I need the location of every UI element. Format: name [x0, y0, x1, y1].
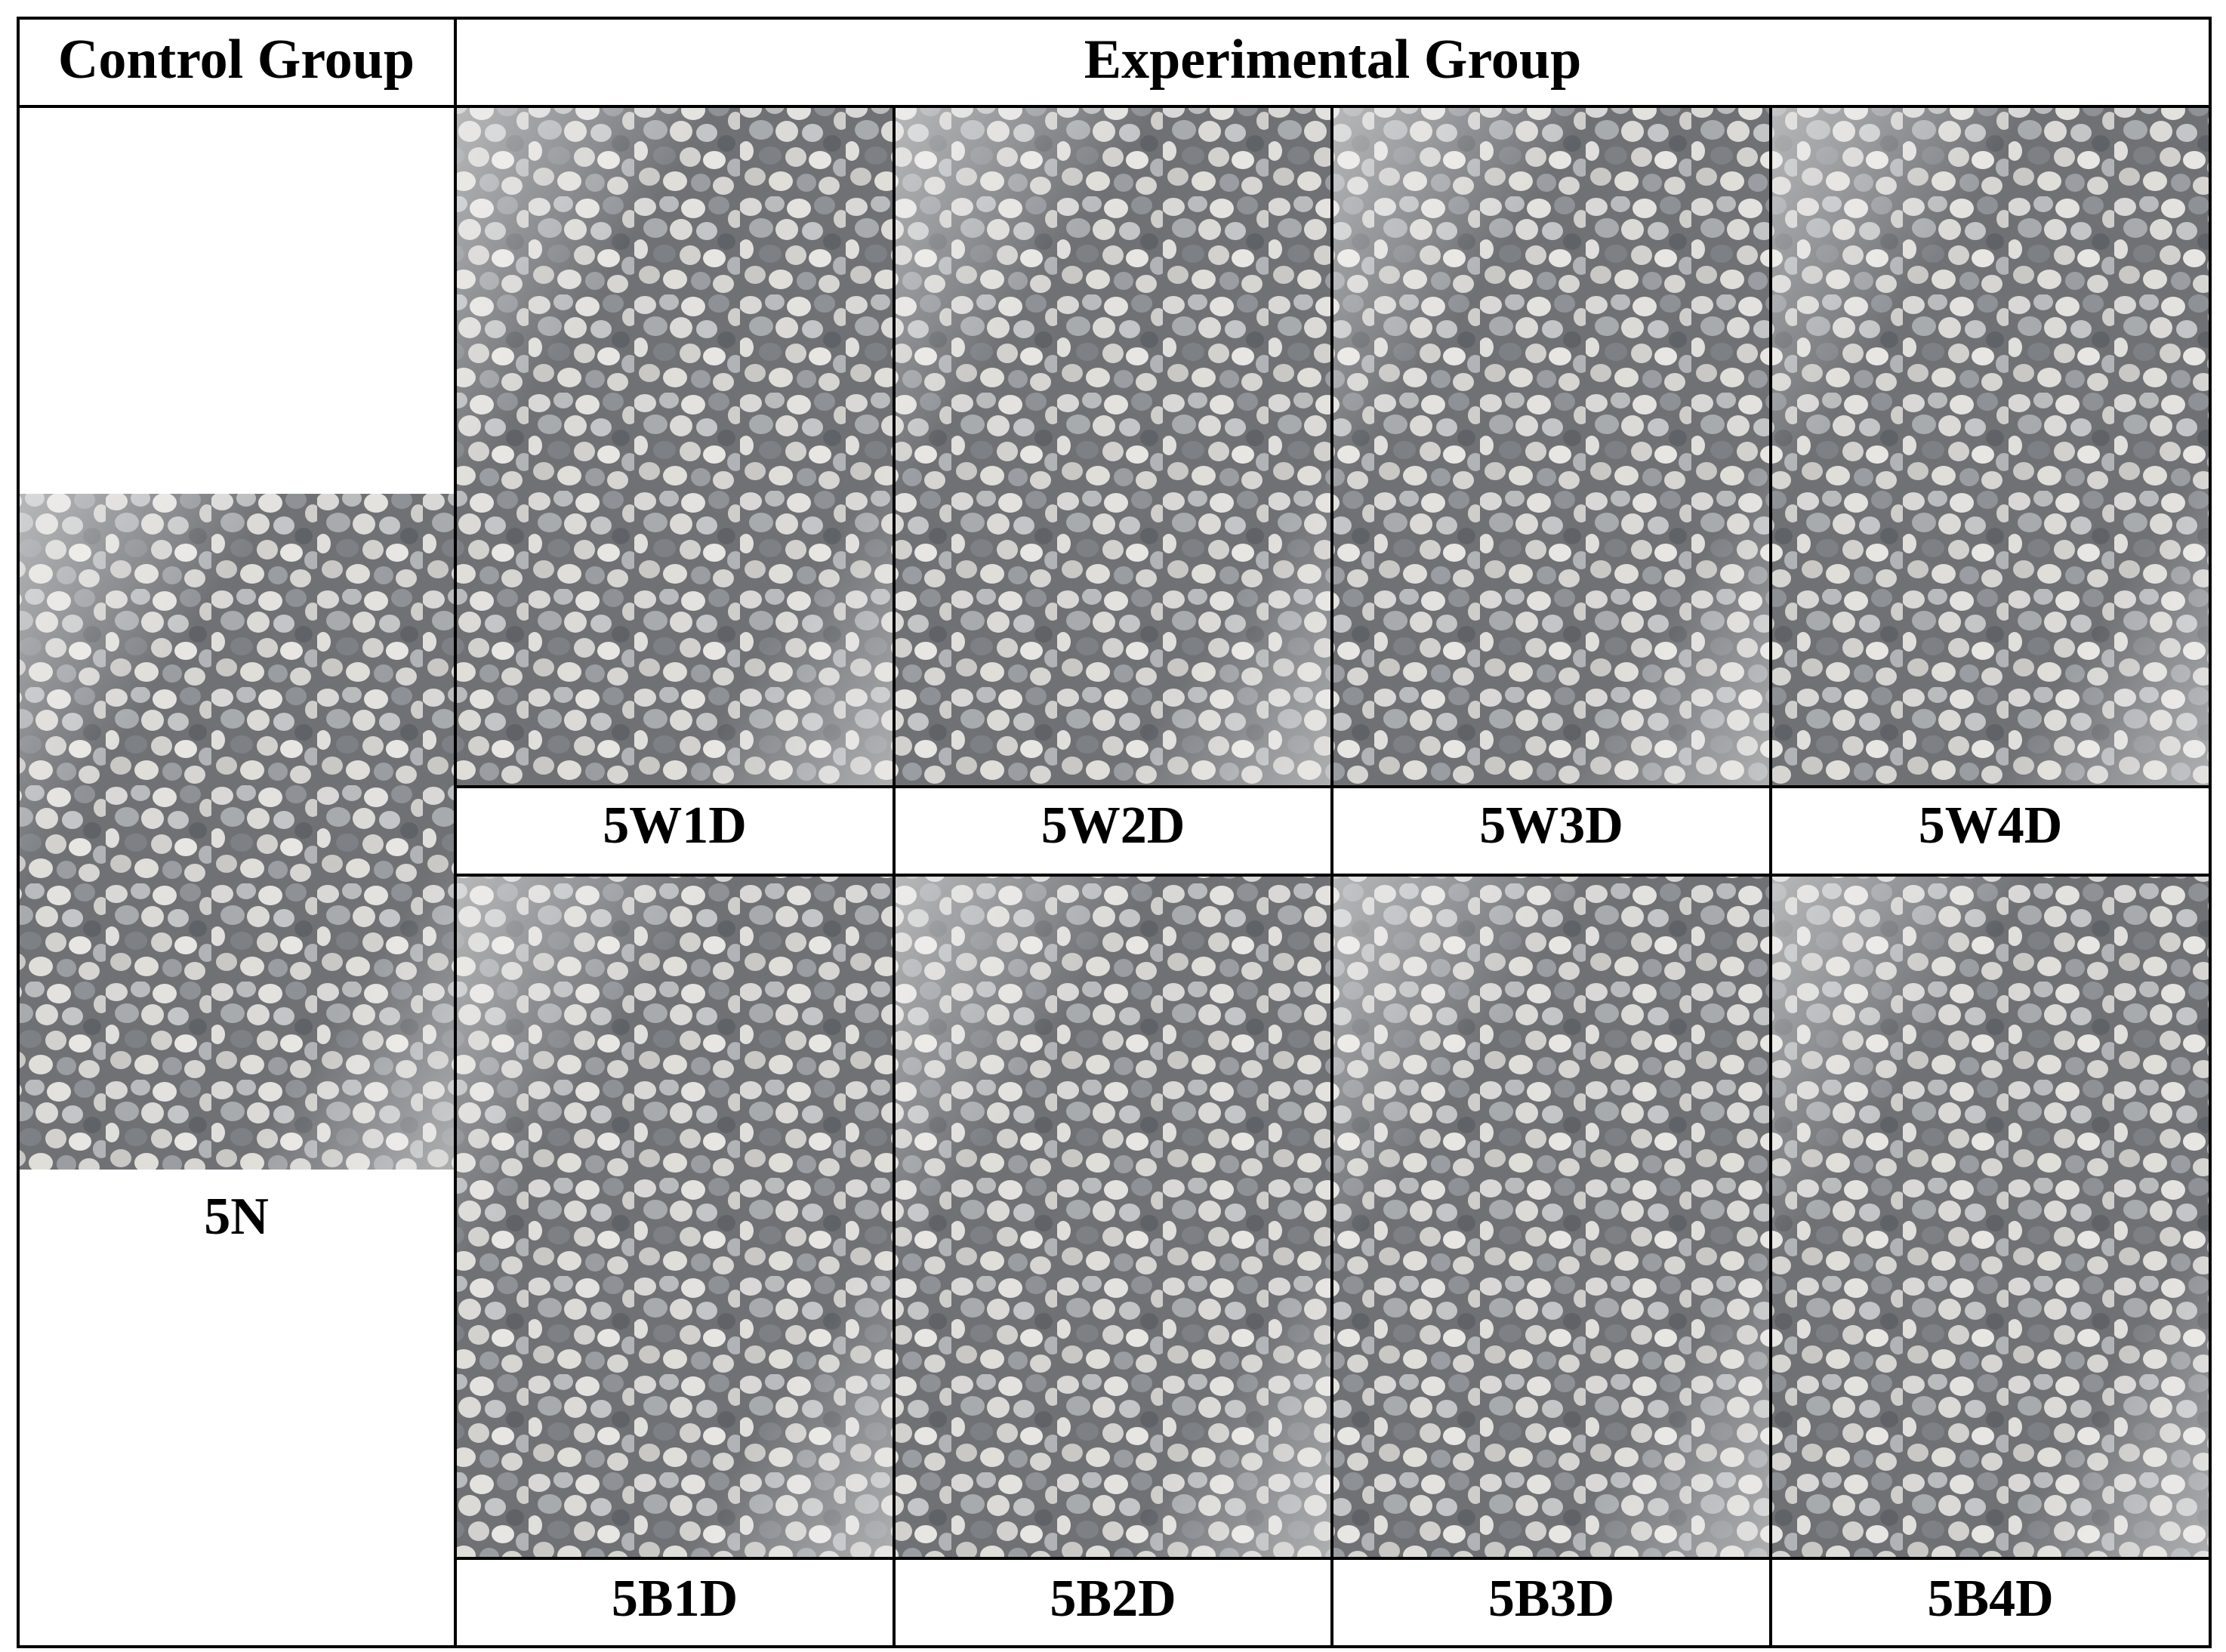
photo-grid	[455, 106, 2210, 1558]
photo-bag	[455, 875, 894, 1558]
sample-label: 5B3D	[1488, 1570, 1614, 1628]
photo-bag	[455, 106, 894, 787]
sample-label: 5W3D	[1479, 797, 1623, 855]
photo-bag	[1771, 106, 2210, 787]
sample-label: 5W2D	[1041, 797, 1185, 855]
photo-bag	[894, 106, 1332, 787]
sample-label: 5B1D	[612, 1570, 738, 1628]
photo-bag	[1332, 875, 1771, 1558]
table-border	[17, 17, 2212, 1648]
sample-label: 5W1D	[603, 797, 747, 855]
header-control: Control Group	[58, 29, 415, 91]
photo-bag	[894, 875, 1332, 1558]
sample-label: 5B4D	[1927, 1570, 2053, 1628]
photo-bag	[1332, 106, 1771, 787]
sample-label: 5W4D	[1919, 797, 2063, 855]
sample-label: 5N	[204, 1188, 269, 1246]
photo-bag	[1771, 875, 2210, 1558]
photo-bag	[18, 494, 455, 1170]
header-experimental: Experimental Group	[1084, 29, 1581, 91]
sample-label: 5B2D	[1050, 1570, 1176, 1628]
